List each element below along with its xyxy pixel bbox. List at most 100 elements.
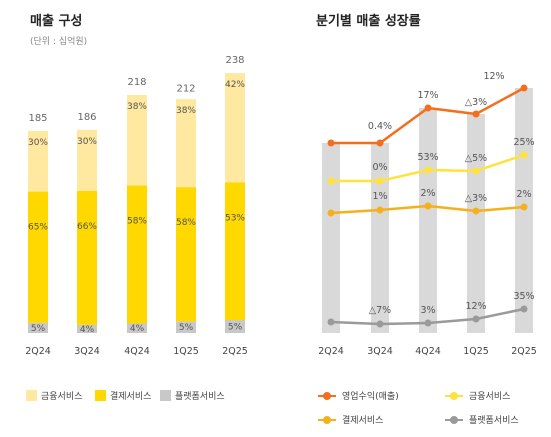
point-payment-4Q24 bbox=[424, 202, 432, 210]
point-revenue-2Q25 bbox=[520, 84, 528, 92]
x-tick-left-1Q25: 1Q25 bbox=[173, 346, 199, 357]
point-revenue-3Q24 bbox=[376, 139, 384, 147]
bar-payment-2Q25 bbox=[225, 182, 245, 321]
point-payment-3Q24 bbox=[376, 206, 384, 214]
bar-platform-4Q24 bbox=[127, 323, 147, 333]
bar-payment-1Q25 bbox=[176, 187, 196, 322]
legend-label-finance-line: 금융서비스 bbox=[469, 392, 511, 402]
point-label-finance-2Q25: 25% bbox=[513, 137, 534, 148]
legend-platform: 플랫폼서비스 bbox=[160, 389, 225, 402]
bar-label-finance-1Q25: 38% bbox=[176, 106, 196, 116]
legend-revenue: 영업수익(매출) bbox=[318, 389, 399, 402]
x-tick-left-3Q24: 3Q24 bbox=[74, 346, 100, 357]
legend-label-platform-line: 플랫폼서비스 bbox=[469, 416, 519, 426]
bar-payment-3Q24 bbox=[77, 190, 97, 325]
left-chart-title: 매출 구성 bbox=[30, 14, 83, 29]
point-finance-4Q24 bbox=[424, 166, 432, 174]
bar-total-2Q24: 185 bbox=[28, 113, 47, 124]
revenue-bg-bar-3Q24 bbox=[371, 143, 389, 333]
bar-finance-2Q25 bbox=[225, 73, 245, 183]
legend-platform-line: 플랫폼서비스 bbox=[445, 413, 519, 426]
point-label-revenue-3Q24: 0.4% bbox=[368, 121, 392, 132]
point-label-platform-1Q25: 12% bbox=[465, 301, 486, 312]
legend-payment: 결제서비스 bbox=[95, 389, 151, 402]
point-payment-2Q24 bbox=[327, 209, 335, 217]
point-label-payment-2Q25: 2% bbox=[516, 189, 531, 200]
point-label-finance-1Q25: △5% bbox=[465, 153, 487, 164]
legend-label-finance: 금융서비스 bbox=[41, 392, 83, 402]
bar-label-finance-3Q24: 30% bbox=[77, 137, 97, 147]
legend-swatch-finance bbox=[26, 390, 37, 401]
left-chart-unit: (단위 : 십억원) bbox=[30, 37, 88, 47]
bar-total-4Q24: 218 bbox=[127, 77, 146, 88]
x-tick-right-2Q24: 2Q24 bbox=[318, 346, 344, 357]
bar-label-payment-4Q24: 58% bbox=[127, 216, 147, 226]
x-tick-left-2Q25: 2Q25 bbox=[222, 346, 248, 357]
x-tick-right-3Q24: 3Q24 bbox=[367, 346, 393, 357]
legend-swatch-payment bbox=[95, 390, 106, 401]
revenue-bg-bar-2Q24 bbox=[322, 143, 340, 333]
legend-swatch-platform bbox=[160, 390, 171, 401]
bar-payment-4Q24 bbox=[127, 185, 147, 324]
point-label-finance-3Q24: 0% bbox=[372, 162, 387, 173]
point-finance-2Q25 bbox=[520, 151, 528, 159]
legend-payment-line: 결제서비스 bbox=[318, 413, 383, 426]
point-label-payment-3Q24: 1% bbox=[372, 191, 387, 202]
bar-total-1Q25: 212 bbox=[176, 83, 195, 94]
legend-line-payment bbox=[318, 414, 336, 425]
bar-finance-4Q24 bbox=[127, 94, 147, 186]
bar-platform-1Q25 bbox=[176, 321, 196, 333]
bar-label-payment-2Q25: 53% bbox=[225, 213, 245, 223]
bar-label-payment-3Q24: 66% bbox=[77, 222, 97, 232]
revenue-bg-bar-4Q24 bbox=[419, 108, 437, 333]
bar-label-platform-2Q24: 5% bbox=[31, 324, 46, 334]
bar-label-platform-1Q25: 5% bbox=[179, 323, 194, 333]
bar-label-finance-2Q24: 30% bbox=[28, 138, 48, 148]
point-payment-1Q25 bbox=[472, 207, 480, 215]
legend-finance: 금융서비스 bbox=[26, 389, 82, 402]
point-label-platform-4Q24: 3% bbox=[420, 305, 435, 316]
point-finance-2Q24 bbox=[327, 177, 335, 185]
x-tick-left-4Q24: 4Q24 bbox=[124, 346, 150, 357]
x-tick-left-2Q24: 2Q24 bbox=[25, 346, 51, 357]
bar-label-payment-1Q25: 58% bbox=[176, 218, 196, 228]
point-platform-2Q24 bbox=[327, 318, 335, 326]
point-label-finance-4Q24: 53% bbox=[417, 152, 438, 163]
legend-line-revenue bbox=[318, 390, 336, 401]
point-label-payment-4Q24: 2% bbox=[420, 188, 435, 199]
bar-payment-2Q24 bbox=[28, 191, 48, 323]
bar-platform-3Q24 bbox=[77, 324, 97, 333]
point-label-platform-2Q25: 35% bbox=[513, 291, 534, 302]
legend-label-payment-line: 결제서비스 bbox=[342, 416, 384, 426]
bar-label-platform-2Q25: 5% bbox=[228, 323, 243, 333]
bar-total-3Q24: 186 bbox=[77, 112, 96, 123]
legend-label-revenue: 영업수익(매출) bbox=[342, 392, 399, 402]
bar-platform-2Q25 bbox=[225, 320, 245, 333]
right-chart-title: 분기별 매출 성장률 bbox=[316, 14, 421, 29]
bar-label-platform-3Q24: 4% bbox=[80, 325, 95, 335]
legend-line-finance bbox=[445, 390, 463, 401]
point-revenue-1Q25 bbox=[472, 110, 480, 118]
x-tick-right-4Q24: 4Q24 bbox=[415, 346, 441, 357]
bar-platform-2Q24 bbox=[28, 322, 48, 333]
x-tick-right-1Q25: 1Q25 bbox=[463, 346, 489, 357]
bar-label-payment-2Q24: 65% bbox=[28, 223, 48, 233]
point-label-platform-3Q24: △7% bbox=[369, 305, 391, 316]
point-platform-1Q25 bbox=[472, 315, 480, 323]
bar-label-platform-4Q24: 4% bbox=[130, 324, 145, 334]
point-platform-4Q24 bbox=[424, 319, 432, 327]
point-finance-1Q25 bbox=[472, 167, 480, 175]
bar-finance-2Q24 bbox=[28, 130, 48, 192]
bar-finance-1Q25 bbox=[176, 99, 196, 188]
point-platform-3Q24 bbox=[376, 320, 384, 328]
x-tick-right-2Q25: 2Q25 bbox=[511, 346, 537, 357]
bar-label-finance-4Q24: 38% bbox=[127, 102, 147, 112]
point-platform-2Q25 bbox=[520, 305, 528, 313]
legend-label-payment: 결제서비스 bbox=[110, 392, 152, 402]
point-label-payment-1Q25: △3% bbox=[465, 193, 487, 204]
point-payment-2Q25 bbox=[520, 203, 528, 211]
legend-finance-line: 금융서비스 bbox=[445, 389, 510, 402]
point-revenue-4Q24 bbox=[424, 104, 432, 112]
point-revenue-2Q24 bbox=[327, 139, 335, 147]
legend-line-platform bbox=[445, 414, 463, 425]
